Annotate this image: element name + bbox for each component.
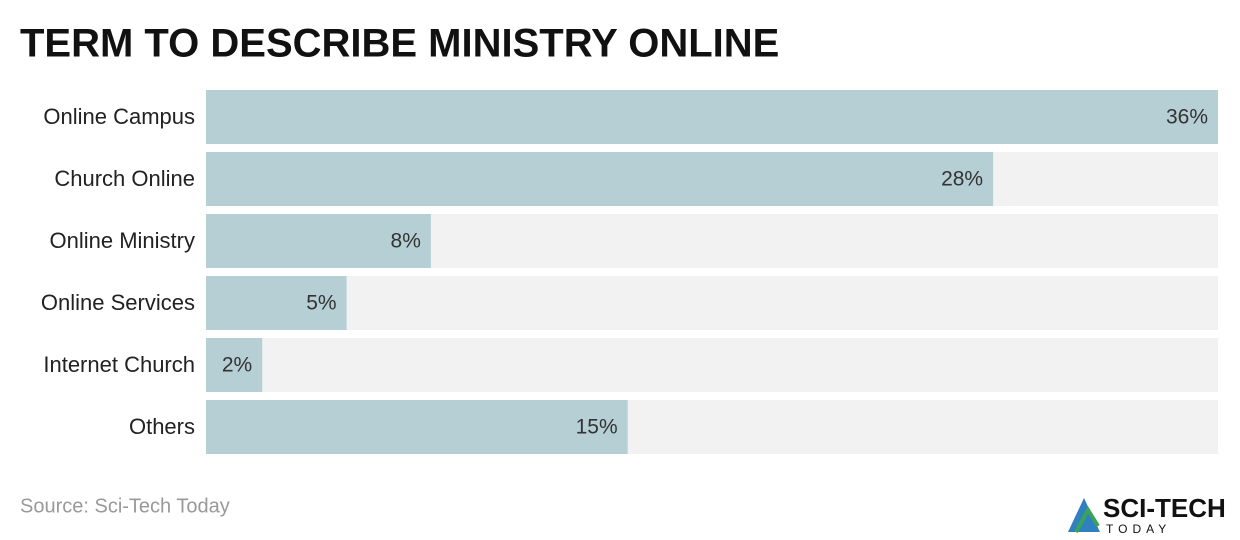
bar-track: [206, 276, 1218, 330]
source-note: Source: Sci-Tech Today: [20, 495, 230, 517]
category-label: Online Ministry: [50, 228, 195, 253]
category-label: Internet Church: [43, 352, 195, 377]
category-label: Online Services: [41, 290, 195, 315]
logo-icon-line: [1074, 506, 1100, 533]
value-label: 8%: [391, 230, 421, 253]
bar: [206, 400, 628, 454]
bar: [206, 338, 263, 392]
value-label: 2%: [222, 354, 252, 377]
category-label: Church Online: [54, 166, 195, 191]
bar: [206, 152, 994, 206]
value-label: 5%: [306, 292, 336, 315]
value-label: 28%: [941, 168, 983, 191]
logo: SCI-TECH TODAY: [1068, 493, 1226, 536]
logo-text: SCI-TECH: [1103, 493, 1226, 523]
bar: [206, 90, 1218, 144]
category-label: Online Campus: [43, 104, 195, 129]
chart-title: TERM TO DESCRIBE MINISTRY ONLINE: [20, 22, 779, 66]
category-label: Others: [129, 414, 195, 439]
bar-track: [206, 338, 1218, 392]
value-label: 36%: [1166, 106, 1208, 129]
bar: [206, 214, 431, 268]
bar: [206, 276, 347, 330]
value-label: 15%: [576, 416, 618, 439]
logo-subtext: TODAY: [1106, 522, 1171, 536]
